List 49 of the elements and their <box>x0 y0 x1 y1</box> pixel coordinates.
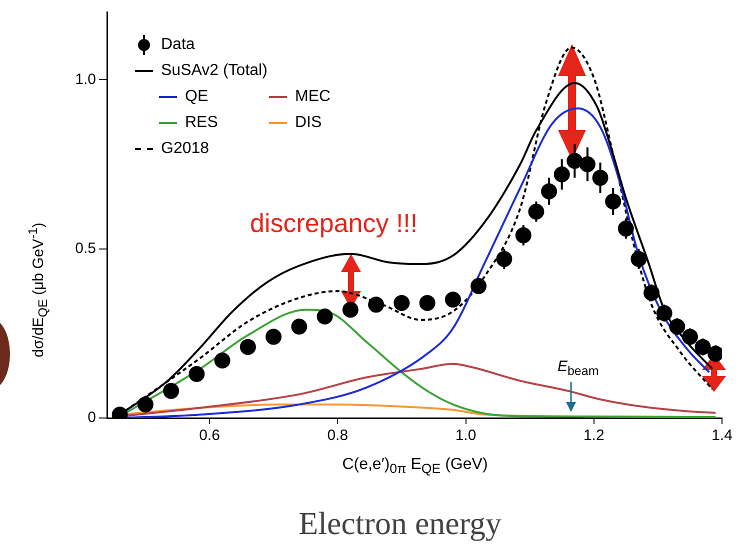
legend-label: DIS <box>295 113 322 133</box>
point <box>618 220 634 237</box>
point <box>214 352 230 368</box>
point <box>240 338 256 355</box>
x-tick-label: 0.8 <box>327 427 348 444</box>
point <box>605 193 622 210</box>
point <box>394 294 410 311</box>
legend-label: RES <box>185 113 218 133</box>
legend-label: MEC <box>295 87 331 107</box>
point <box>644 284 660 301</box>
point <box>470 278 487 294</box>
point <box>163 382 180 399</box>
point <box>137 396 154 412</box>
text: Electron energy <box>298 505 502 542</box>
point <box>515 227 532 244</box>
point <box>342 302 358 318</box>
point <box>579 156 596 172</box>
point <box>444 292 461 308</box>
legend-label: QE <box>185 87 208 107</box>
point <box>266 328 282 345</box>
x-tick-label: 1.4 <box>712 427 732 444</box>
legend-label: Data <box>161 35 195 55</box>
point <box>541 183 558 200</box>
annotation: discrepancy !!! <box>250 208 418 239</box>
point <box>419 294 436 311</box>
y-tick-label: 1.0 <box>75 70 96 88</box>
point <box>592 170 608 186</box>
point <box>694 338 711 355</box>
y-tick-label: 0.5 <box>75 240 96 257</box>
point <box>630 250 647 267</box>
point <box>554 166 570 182</box>
point <box>528 204 544 220</box>
point <box>188 366 205 382</box>
point <box>316 308 333 324</box>
y-tick-label: 0 <box>88 409 96 426</box>
legend-label: G2018 <box>161 139 210 159</box>
annotation: E$_{beam}$ <box>557 358 599 378</box>
point <box>669 318 686 335</box>
x-tick-label: 0.6 <box>199 427 220 444</box>
legend-label: SuSAv2 (Total) <box>161 61 268 81</box>
point <box>368 296 384 313</box>
point <box>496 250 512 267</box>
x-tick-label: 1.0 <box>455 427 476 444</box>
point <box>656 305 672 322</box>
x-tick-label: 1.2 <box>583 427 604 444</box>
point <box>566 152 583 169</box>
x-axis-title: C(e,e′)$_{0π}$ E$_{QE}$ (GeV) <box>341 456 489 476</box>
point <box>291 318 308 335</box>
point <box>682 328 698 345</box>
